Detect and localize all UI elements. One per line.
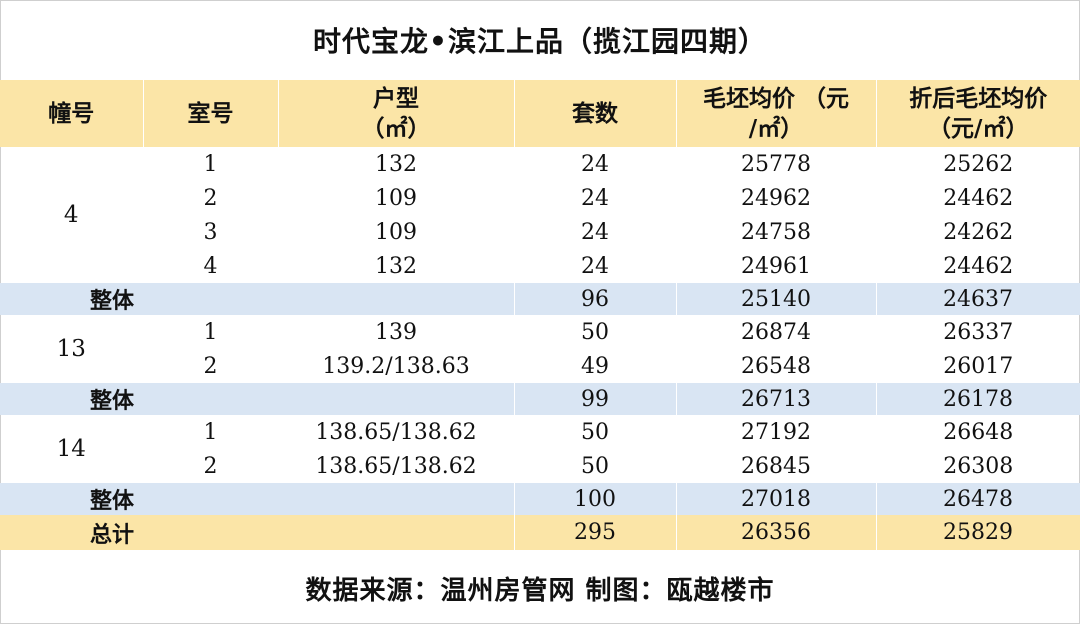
units-cell: 24: [514, 181, 677, 215]
units-cell: 50: [514, 449, 677, 483]
discount-price-cell: 26478: [876, 483, 1080, 515]
header-room: 室号: [143, 80, 279, 147]
rough-price-cell: 26845: [676, 449, 877, 483]
table-row: 13 1 139 50 26874 26337: [0, 315, 1080, 383]
rough-price-cell: 24961: [676, 249, 877, 283]
rough-price-cell: 26713: [676, 383, 877, 415]
room-cell: 1: [143, 415, 279, 449]
room-cell: 1: [143, 315, 279, 349]
subtotal-row: 整体 99 26713 26178: [0, 383, 1080, 415]
building-cell: 4: [0, 147, 144, 283]
units-cell: 50: [514, 315, 677, 349]
table-row: 2 139.2/138.63 49 26548 26017: [0, 349, 1080, 383]
subtotal-row: 整体 100 27018 26478: [0, 483, 1080, 515]
discount-price-cell: 26308: [943, 453, 1014, 479]
units-cell: 49: [514, 349, 677, 383]
rough-price-cell: 25140: [676, 283, 877, 315]
header-rough-price: 毛坯均价 （元 /㎡）: [676, 80, 877, 147]
table-row: 3 109 24 24758 24262: [0, 215, 1080, 249]
header-unit-type-line1: 户型: [373, 84, 419, 112]
area-cell: 109: [278, 215, 515, 249]
discount-price-cell: 25262: [943, 151, 1014, 177]
units-cell: 50: [514, 415, 677, 449]
table-row: 14 1 138.65/138.62 50 27192 26648: [0, 415, 1080, 483]
header-units: 套数: [514, 80, 677, 147]
building-cell: 14: [0, 415, 144, 483]
room-cell: 2: [143, 349, 279, 383]
rough-price-cell: 27192: [676, 415, 877, 449]
discount-price-cell: 24462: [943, 185, 1014, 211]
subtotal-label: 整体: [0, 283, 515, 315]
units-cell: 24: [514, 147, 677, 181]
rough-price-cell: 26874: [676, 315, 877, 349]
table-title: 时代宝龙•滨江上品（揽江园四期）: [313, 25, 767, 58]
header-row: 幢号 室号 户型 （㎡） 套数 毛坯均价 （元 /㎡） 折后毛坯均价 （元/㎡）: [0, 80, 1080, 147]
room-cell: 2: [143, 449, 279, 483]
rough-price-cell: 25778: [676, 147, 877, 181]
total-rough-price-cell: 26356: [676, 515, 877, 550]
area-cell: 109: [278, 181, 515, 215]
discount-price-cell: 24262: [943, 219, 1014, 245]
discount-price-cell: 24462: [943, 253, 1014, 279]
total-row: 总计 295 26356 25829: [0, 515, 1080, 550]
header-unit-type: 户型 （㎡）: [278, 80, 515, 147]
room-cell: 1: [143, 147, 279, 181]
area-cell: 138.65/138.62: [278, 449, 515, 483]
table-row: 4 1 132 24 25778 25262: [0, 147, 1080, 283]
header-discount-price: 折后毛坯均价 （元/㎡）: [876, 80, 1080, 147]
building-cell: 13: [0, 315, 144, 383]
area-cell: 138.65/138.62: [278, 415, 515, 449]
area-cell: 132: [278, 147, 515, 181]
room-cell: 4: [143, 249, 279, 283]
total-label: 总计: [0, 515, 515, 550]
price-table: 幢号 室号 户型 （㎡） 套数 毛坯均价 （元 /㎡） 折后毛坯均价 （元/㎡）…: [0, 80, 1080, 550]
subtotal-label: 整体: [0, 483, 515, 515]
header-rough-price-line2: /㎡）: [748, 114, 804, 142]
units-cell: 100: [514, 483, 677, 515]
units-cell: 99: [514, 383, 677, 415]
units-cell: 24: [514, 249, 677, 283]
units-cell: 96: [514, 283, 677, 315]
header-unit-type-line2: （㎡）: [361, 114, 431, 142]
rough-price-cell: 26548: [676, 349, 877, 383]
discount-price-cell: 26337: [943, 319, 1014, 345]
discount-price-cell: 26178: [876, 383, 1080, 415]
discount-price-cell: 24637: [876, 283, 1080, 315]
area-cell: 132: [278, 249, 515, 283]
source-footer: 数据来源：温州房管网 制图：瓯越楼市: [305, 575, 775, 606]
total-units-cell: 295: [514, 515, 677, 550]
rough-price-cell: 24962: [676, 181, 877, 215]
header-rough-price-line1: 毛坯均价 （元: [702, 84, 849, 112]
subtotal-row: 整体 96 25140 24637: [0, 283, 1080, 315]
table-row: 4 132 24 24961 24462: [0, 249, 1080, 283]
rough-price-cell: 24758: [676, 215, 877, 249]
discount-price-cell: 26648: [943, 419, 1014, 445]
units-cell: 24: [514, 215, 677, 249]
area-cell: 139.2/138.63: [278, 349, 515, 383]
table-row: 2 138.65/138.62 50 26845 26308: [0, 449, 1080, 483]
room-cell: 2: [143, 181, 279, 215]
subtotal-label: 整体: [0, 383, 515, 415]
area-cell: 139: [278, 315, 515, 349]
table-row: 2 109 24 24962 24462: [0, 181, 1080, 215]
rough-price-cell: 27018: [676, 483, 877, 515]
room-cell: 3: [143, 215, 279, 249]
header-discount-price-line2: （元/㎡）: [928, 114, 1029, 142]
header-discount-price-line1: 折后毛坯均价: [909, 84, 1048, 112]
discount-price-cell: 26017: [943, 353, 1014, 379]
header-building: 幢号: [0, 80, 144, 147]
total-discount-price-cell: 25829: [876, 515, 1080, 550]
